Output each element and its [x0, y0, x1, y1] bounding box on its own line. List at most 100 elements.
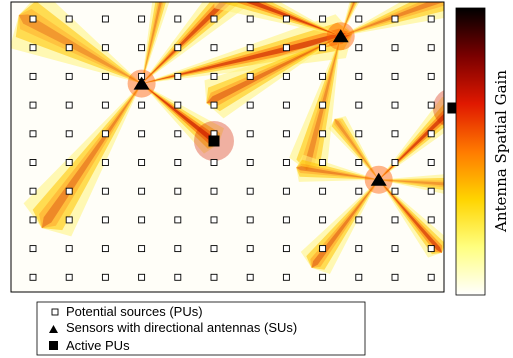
potential-source-marker [355, 101, 363, 109]
potential-source-marker [174, 216, 182, 224]
potential-source-marker [246, 130, 254, 138]
potential-source-marker [29, 273, 37, 281]
gain-beam [296, 36, 341, 171]
gain-beam [141, 2, 166, 84]
potential-source-marker [427, 187, 435, 195]
gain-beam [378, 96, 444, 180]
potential-source-marker [391, 187, 399, 195]
potential-source-marker [391, 273, 399, 281]
gain-beam [141, 2, 164, 84]
gain-beam [340, 2, 358, 37]
potential-source-marker [174, 44, 182, 52]
legend-marker-sensor [49, 325, 58, 333]
potential-source-marker [174, 72, 182, 80]
potential-source-marker [355, 245, 363, 253]
potential-source-marker [427, 159, 435, 166]
gain-beam [310, 179, 379, 268]
potential-source-marker [391, 15, 399, 23]
potential-source-marker [282, 130, 290, 138]
potential-source-marker [174, 101, 182, 109]
potential-source-marker [65, 72, 73, 80]
potential-source-marker [174, 15, 182, 23]
gain-beam [141, 2, 250, 84]
potential-source-marker [138, 130, 146, 138]
gain-beam [141, 2, 229, 84]
potential-source-marker [319, 216, 327, 224]
potential-source-marker [246, 159, 254, 166]
potential-source-marker [282, 187, 290, 195]
potential-source-marker [246, 101, 254, 109]
gain-beam [311, 179, 379, 268]
potential-source-marker [246, 187, 254, 195]
potential-source-marker [282, 216, 290, 224]
potential-source-marker [138, 159, 146, 166]
gain-beam [378, 179, 442, 253]
potential-source-marker [246, 72, 254, 80]
potential-source-marker [101, 216, 109, 224]
legend-marker-active-pu [49, 341, 58, 350]
gain-beam [18, 14, 142, 84]
gain-beam [18, 8, 142, 84]
potential-source-marker [391, 130, 399, 138]
potential-source-marker [391, 245, 399, 253]
gain-beam [206, 36, 341, 107]
potential-source-marker [355, 44, 363, 52]
potential-source-marker [210, 101, 218, 109]
potential-source-marker [138, 15, 146, 23]
potential-source-marker [101, 245, 109, 253]
gain-beam [340, 2, 360, 37]
potential-source-marker [319, 159, 327, 166]
gain-beam [141, 2, 233, 84]
potential-source-marker [210, 245, 218, 253]
potential-source-marker [65, 101, 73, 109]
gain-beam [331, 118, 379, 180]
gain-beam [378, 179, 444, 186]
potential-source-marker [174, 245, 182, 253]
potential-source-marker [427, 245, 435, 253]
potential-source-marker [319, 273, 327, 281]
potential-source-marker [282, 273, 290, 281]
potential-source-marker [101, 130, 109, 138]
gain-beam [289, 36, 341, 171]
sensor-marker [332, 29, 349, 43]
potential-source-marker [29, 44, 37, 52]
potential-source-marker [391, 72, 399, 80]
potential-source-marker [29, 187, 37, 195]
gain-beam [141, 83, 219, 145]
potential-source-marker [427, 273, 435, 281]
potential-source-marker [391, 216, 399, 224]
potential-source-marker [427, 101, 435, 109]
gain-beam [334, 118, 379, 180]
potential-source-marker [319, 72, 327, 80]
legend-label-sensors: Sensors with directional antennas (SUs) [66, 320, 297, 335]
potential-source-marker [246, 15, 254, 23]
gain-beam [219, 2, 341, 37]
potential-source-marker [391, 159, 399, 166]
gain-beam [141, 2, 162, 84]
potential-source-marker [210, 216, 218, 224]
potential-sources-grid [29, 15, 435, 281]
potential-source-marker [65, 187, 73, 195]
potential-source-marker [355, 273, 363, 281]
sensor-marker [370, 172, 387, 186]
gain-beam [141, 32, 353, 84]
colorbar: Antenna Spatial Gain [455, 7, 510, 296]
potential-source-marker [29, 101, 37, 109]
potential-source-marker [174, 187, 182, 195]
potential-source-marker [355, 216, 363, 224]
potential-source-marker [65, 273, 73, 281]
potential-source-marker [246, 245, 254, 253]
potential-source-marker [65, 15, 73, 23]
potential-source-marker [101, 44, 109, 52]
potential-source-marker [210, 159, 218, 166]
gain-beam [378, 177, 444, 191]
potential-source-marker [427, 130, 435, 138]
potential-source-marker [138, 101, 146, 109]
potential-source-marker [427, 15, 435, 23]
potential-source-marker [101, 273, 109, 281]
potential-source-marker [29, 216, 37, 224]
potential-source-marker [355, 15, 363, 23]
potential-source-marker [319, 44, 327, 52]
potential-source-marker [319, 101, 327, 109]
